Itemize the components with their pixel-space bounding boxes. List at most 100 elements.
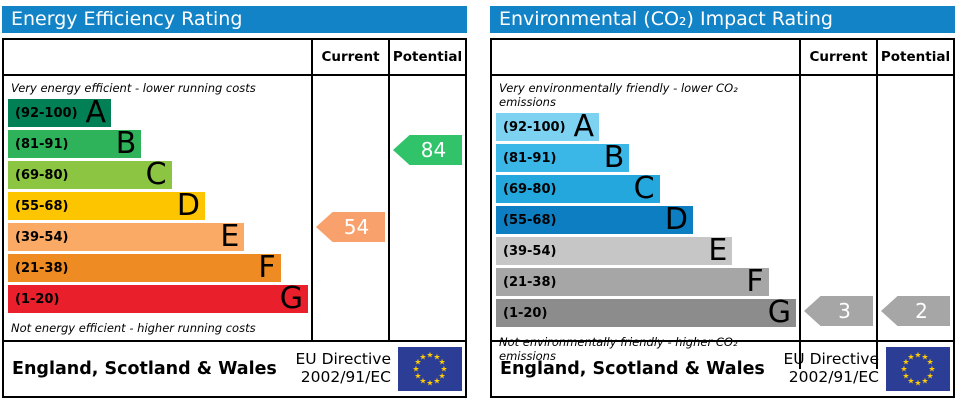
eu-flag-icon: ★ ★ ★ ★ ★ ★ ★ ★ ★ ★ ★ ★ — [398, 347, 462, 391]
co2-band-chart: Very environmentally friendly - lower CO… — [492, 76, 799, 369]
energy-potential-rating-arrow: 84 — [393, 135, 462, 165]
svg-text:★: ★ — [927, 372, 934, 381]
svg-text:★: ★ — [433, 352, 440, 361]
co2-current-value: 3 — [838, 299, 851, 323]
svg-text:★: ★ — [900, 365, 907, 374]
eu-directive-line1: EU Directive — [783, 350, 880, 369]
co2-potential-rating-arrow: 2 — [881, 296, 950, 326]
co2-table-body: Very environmentally friendly - lower CO… — [492, 76, 953, 369]
band-letter: A — [573, 109, 595, 144]
energy-current-value: 54 — [343, 215, 370, 239]
eu-directive-label: EU Directive 2002/91/EC — [295, 350, 399, 387]
eu-directive-label: EU Directive 2002/91/EC — [783, 350, 887, 387]
band-range-label: (21-38) — [15, 260, 69, 276]
band-letter: C — [145, 157, 167, 192]
band-letter: F — [258, 250, 276, 285]
energy-rating-panel: Energy Efficiency Rating Current Potenti… — [2, 6, 467, 398]
band-range-label: (81-91) — [503, 150, 557, 166]
co2-rating-panel: Environmental (CO₂) Impact Rating Curren… — [490, 6, 955, 398]
band-range-label: (69-80) — [503, 181, 557, 197]
energy-chart-header-spacer — [4, 40, 311, 74]
svg-text:★: ★ — [439, 358, 446, 367]
co2-chart-header-spacer — [492, 40, 799, 74]
energy-band-f: (21-38) F — [8, 250, 281, 285]
band-range-label: (39-54) — [15, 229, 69, 245]
energy-rating-table: Current Potential Very energy efficient … — [2, 38, 467, 342]
co2-band-b: (81-91) B — [496, 140, 630, 175]
energy-panel-title: Energy Efficiency Rating — [2, 6, 467, 33]
energy-band-a: (92-100) A — [8, 95, 112, 130]
svg-text:★: ★ — [412, 365, 419, 374]
co2-bottom-note: Not environmentally friendly - higher CO… — [499, 335, 738, 363]
co2-rating-table: Current Potential Very environmentally f… — [490, 38, 955, 369]
energy-current-rating-arrow: 54 — [316, 212, 385, 242]
co2-current-column-header: Current — [799, 40, 876, 74]
co2-potential-column-header: Potential — [876, 40, 953, 74]
energy-potential-column-header: Potential — [388, 40, 465, 74]
energy-current-column: 54 — [311, 76, 388, 341]
svg-text:★: ★ — [439, 372, 446, 381]
svg-text:★: ★ — [914, 351, 921, 360]
co2-current-column: 3 — [799, 76, 876, 369]
energy-footer: England, Scotland & Wales EU Directive 2… — [2, 340, 467, 398]
energy-band-b: (81-91) B — [8, 126, 142, 161]
band-range-label: (92-100) — [503, 119, 566, 135]
band-range-label: (1-20) — [503, 305, 548, 321]
svg-text:★: ★ — [426, 379, 433, 388]
svg-text:★: ★ — [440, 365, 447, 374]
band-range-label: (39-54) — [503, 243, 557, 259]
energy-band-c: (69-80) C — [8, 157, 172, 192]
eu-directive-line2: 2002/91/EC — [300, 368, 391, 386]
band-letter: G — [279, 281, 303, 316]
co2-potential-value: 2 — [915, 299, 928, 323]
svg-text:★: ★ — [426, 351, 433, 360]
svg-text:★: ★ — [419, 377, 426, 386]
svg-text:★: ★ — [419, 352, 426, 361]
band-letter: E — [708, 233, 728, 268]
co2-panel-title: Environmental (CO₂) Impact Rating — [490, 6, 955, 33]
co2-band-f: (21-38) F — [496, 264, 769, 299]
band-letter: F — [746, 264, 764, 299]
eu-directive-line1: EU Directive — [295, 350, 392, 369]
co2-current-rating-arrow: 3 — [804, 296, 873, 326]
band-letter: D — [664, 202, 688, 237]
svg-text:★: ★ — [414, 372, 421, 381]
svg-text:★: ★ — [928, 365, 935, 374]
svg-text:★: ★ — [907, 377, 914, 386]
co2-band-e: (39-54) E — [496, 233, 733, 268]
energy-bottom-note: Not energy efficient - higher running co… — [11, 321, 256, 335]
band-letter: B — [115, 126, 137, 161]
svg-text:★: ★ — [927, 358, 934, 367]
svg-text:★: ★ — [433, 377, 440, 386]
region-label: England, Scotland & Wales — [12, 359, 277, 379]
svg-text:★: ★ — [914, 379, 921, 388]
energy-band-g: (1-20) G — [8, 281, 308, 316]
co2-table-header: Current Potential — [492, 40, 953, 76]
band-letter: A — [85, 95, 107, 130]
eu-directive-line2: 2002/91/EC — [788, 368, 879, 386]
band-letter: D — [176, 188, 200, 223]
energy-table-body: Very energy efficient - lower running co… — [4, 76, 465, 341]
co2-band-c: (69-80) C — [496, 174, 660, 204]
energy-potential-value: 84 — [420, 138, 447, 162]
svg-text:★: ★ — [921, 352, 928, 361]
energy-band-e: (39-54) E — [8, 222, 245, 252]
co2-band-g: (1-20) G — [496, 298, 796, 328]
energy-top-note: Very energy efficient - lower running co… — [11, 81, 256, 95]
band-range-label: (92-100) — [15, 105, 78, 121]
energy-band-chart: Very energy efficient - lower running co… — [4, 76, 311, 341]
energy-band-d: (55-68) D — [8, 188, 205, 223]
band-range-label: (69-80) — [15, 167, 69, 183]
co2-band-d: (55-68) D — [496, 202, 693, 237]
region-label: England, Scotland & Wales — [500, 359, 765, 379]
band-letter: B — [603, 140, 625, 175]
svg-text:★: ★ — [907, 352, 914, 361]
svg-text:★: ★ — [902, 358, 909, 367]
band-range-label: (1-20) — [15, 291, 60, 307]
svg-text:★: ★ — [902, 372, 909, 381]
co2-top-note: Very environmentally friendly - lower CO… — [499, 81, 738, 109]
svg-text:★: ★ — [921, 377, 928, 386]
energy-potential-column: 84 — [388, 76, 465, 341]
energy-table-header: Current Potential — [4, 40, 465, 76]
